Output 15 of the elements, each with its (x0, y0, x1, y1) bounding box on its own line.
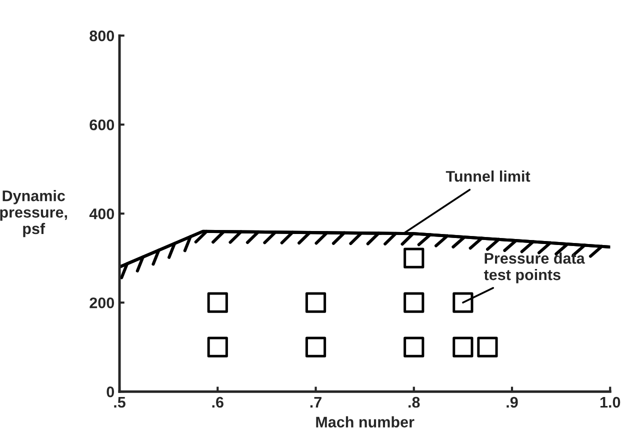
annotation: Tunnel limit (446, 170, 530, 182)
x-tick-label: .5 (114, 397, 126, 408)
x-tick-label: .9 (506, 396, 518, 408)
x-tick-label: .7 (310, 397, 322, 408)
x-axis-title: Mach number (316, 416, 414, 428)
annotation: Pressure data test points (484, 252, 585, 284)
y-tick-label: 800 (90, 30, 114, 42)
y-tick-label: 400 (89, 208, 114, 220)
y-axis-title: Dynamic pressure, psf (0, 190, 67, 238)
y-tick-label: 200 (90, 297, 114, 308)
y-tick-label: 0 (106, 386, 114, 398)
x-tick-label: 1.0 (600, 396, 620, 408)
x-tick-label: .6 (212, 396, 224, 408)
y-tick-label: 600 (90, 119, 114, 130)
x-tick-label: .8 (408, 396, 420, 408)
